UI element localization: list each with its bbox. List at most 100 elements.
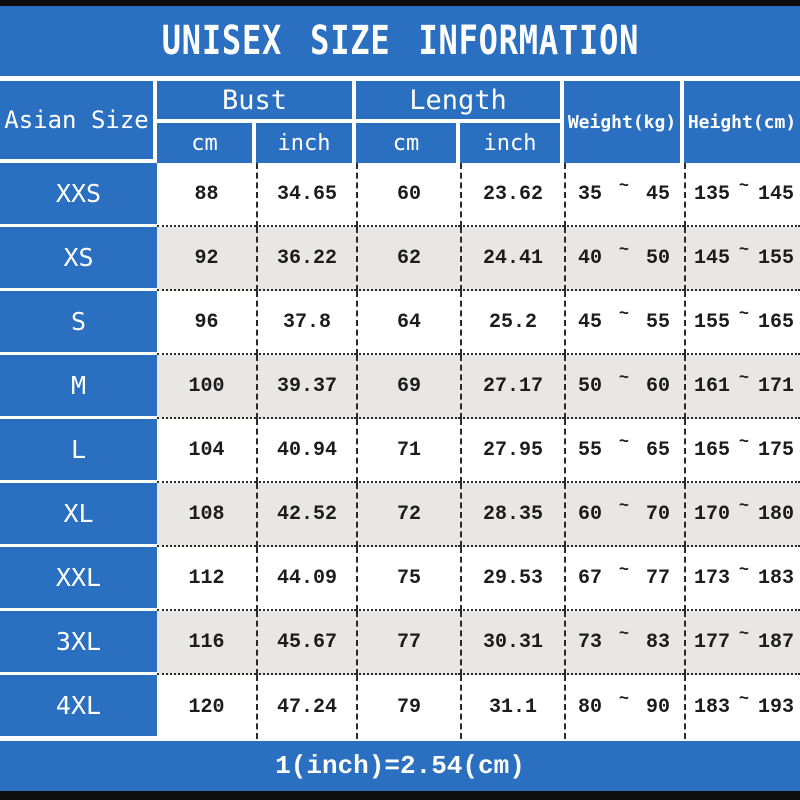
divider: [0, 739, 800, 741]
length-cm-cell: 62: [356, 227, 460, 291]
weight-range-cell: 55 ~65: [564, 419, 684, 483]
bust-inch-cell: 44.09: [256, 547, 356, 611]
table-row: XL 108 42.52 72 28.35 60 ~70 170 ~180: [0, 483, 800, 547]
tilde-symbol: ~: [738, 689, 750, 709]
weight-max: 45: [645, 182, 670, 206]
length-inch-cell: 23.62: [460, 163, 564, 227]
size-label: 3XL: [0, 611, 157, 675]
height-min: 145: [694, 246, 731, 270]
weight-max: 50: [645, 246, 670, 270]
height-min: 165: [694, 438, 731, 462]
height-range-cell: 170 ~180: [684, 483, 800, 547]
bust-inch-cell: 42.52: [256, 483, 356, 547]
length-cm-cell: 77: [356, 611, 460, 675]
weight-max: 77: [645, 566, 670, 590]
weight-range-cell: 45 ~55: [564, 291, 684, 355]
bust-inch-cell: 34.65: [256, 163, 356, 227]
table-row: XS 92 36.22 62 24.41 40 ~50 145 ~155: [0, 227, 800, 291]
header-bust: Bust: [157, 81, 356, 123]
bottom-edge-bar: [0, 791, 800, 800]
table-row: XXS 88 34.65 60 23.62 35 ~45 135 ~145: [0, 163, 800, 227]
weight-range-cell: 80 ~90: [564, 675, 684, 739]
header-asian-size: Asian Size: [0, 81, 157, 163]
tilde-symbol: ~: [738, 304, 750, 324]
header-length-inch: inch: [460, 123, 564, 163]
height-max: 180: [757, 502, 794, 526]
height-min: 161: [694, 374, 731, 398]
height-range-cell: 155 ~165: [684, 291, 800, 355]
bust-cm-cell: 100: [157, 355, 256, 419]
bust-inch-cell: 39.37: [256, 355, 356, 419]
weight-range-cell: 67 ~77: [564, 547, 684, 611]
length-inch-cell: 27.95: [460, 419, 564, 483]
tilde-symbol: ~: [618, 496, 630, 516]
bust-inch-cell: 36.22: [256, 227, 356, 291]
tilde-symbol: ~: [618, 240, 630, 260]
height-max: 155: [757, 246, 794, 270]
length-inch-cell: 27.17: [460, 355, 564, 419]
size-label: L: [0, 419, 157, 483]
height-min: 155: [694, 310, 731, 334]
top-edge-bar: [0, 0, 800, 6]
weight-max: 83: [645, 630, 670, 654]
bust-cm-cell: 120: [157, 675, 256, 739]
size-label: XXL: [0, 547, 157, 611]
size-label: XS: [0, 227, 157, 291]
table-row: 3XL 116 45.67 77 30.31 73 ~83 177 ~187: [0, 611, 800, 675]
header-bust-inch: inch: [256, 123, 356, 163]
height-min: 177: [694, 630, 731, 654]
height-range-cell: 177 ~187: [684, 611, 800, 675]
length-inch-cell: 30.31: [460, 611, 564, 675]
tilde-symbol: ~: [738, 176, 750, 196]
tilde-symbol: ~: [618, 432, 630, 452]
weight-range-cell: 40 ~50: [564, 227, 684, 291]
length-cm-cell: 75: [356, 547, 460, 611]
header-bust-cm: cm: [157, 123, 256, 163]
bust-cm-cell: 96: [157, 291, 256, 355]
height-max: 171: [757, 374, 794, 398]
length-inch-cell: 25.2: [460, 291, 564, 355]
size-label: XL: [0, 483, 157, 547]
size-label: 4XL: [0, 675, 157, 739]
page-title: UNISEX SIZE INFORMATION: [161, 18, 639, 64]
length-inch-cell: 31.1: [460, 675, 564, 739]
table-row: L 104 40.94 71 27.95 55 ~65 165 ~175: [0, 419, 800, 483]
weight-max: 60: [645, 374, 670, 398]
table-header: Asian Size Bust Length Weight(kg) Height…: [0, 81, 800, 163]
weight-min: 45: [578, 310, 603, 334]
weight-range-cell: 73 ~83: [564, 611, 684, 675]
height-range-cell: 183 ~193: [684, 675, 800, 739]
height-max: 165: [757, 310, 794, 334]
bust-inch-cell: 45.67: [256, 611, 356, 675]
height-max: 145: [757, 182, 794, 206]
length-inch-cell: 29.53: [460, 547, 564, 611]
tilde-symbol: ~: [618, 560, 630, 580]
bust-inch-cell: 47.24: [256, 675, 356, 739]
weight-range-cell: 50 ~60: [564, 355, 684, 419]
size-label: XXS: [0, 163, 157, 227]
header-height: Height(cm): [684, 81, 800, 163]
height-range-cell: 173 ~183: [684, 547, 800, 611]
table-row: M 100 39.37 69 27.17 50 ~60 161 ~171: [0, 355, 800, 419]
bust-cm-cell: 92: [157, 227, 256, 291]
bust-inch-cell: 40.94: [256, 419, 356, 483]
weight-range-cell: 35 ~45: [564, 163, 684, 227]
weight-min: 73: [578, 630, 603, 654]
tilde-symbol: ~: [738, 560, 750, 580]
size-label: S: [0, 291, 157, 355]
weight-min: 60: [578, 502, 603, 526]
footer-band: 1(inch)=2.54(cm): [0, 741, 800, 791]
height-min: 183: [694, 695, 731, 719]
height-range-cell: 161 ~171: [684, 355, 800, 419]
length-inch-cell: 28.35: [460, 483, 564, 547]
tilde-symbol: ~: [738, 368, 750, 388]
table-row: XXL 112 44.09 75 29.53 67 ~77 173 ~183: [0, 547, 800, 611]
bust-cm-cell: 88: [157, 163, 256, 227]
weight-max: 70: [645, 502, 670, 526]
tilde-symbol: ~: [738, 496, 750, 516]
length-cm-cell: 71: [356, 419, 460, 483]
weight-max: 90: [645, 695, 670, 719]
bust-cm-cell: 112: [157, 547, 256, 611]
length-cm-cell: 64: [356, 291, 460, 355]
